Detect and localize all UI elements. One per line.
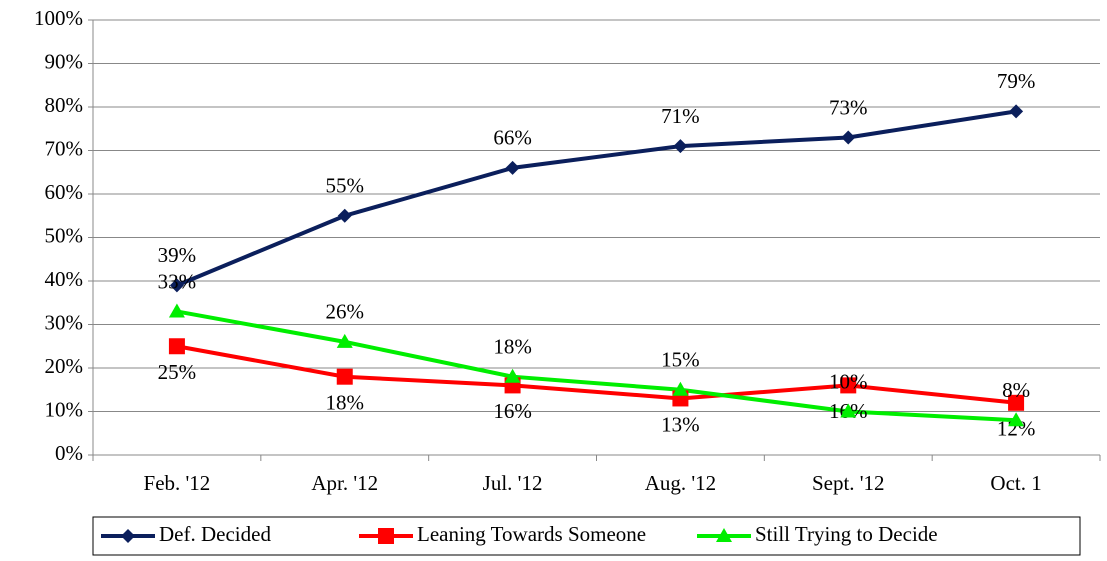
y-tick-label: 90% — [45, 49, 84, 73]
x-tick-label: Apr. '12 — [311, 471, 378, 495]
data-label: 18% — [326, 391, 365, 415]
data-point — [505, 160, 520, 175]
legend-box — [92, 516, 1081, 556]
legend-label: Def. Decided — [159, 522, 271, 546]
data-label: 13% — [661, 412, 700, 436]
data-point — [673, 139, 688, 154]
y-tick-label: 50% — [45, 223, 84, 247]
legend-label: Still Trying to Decide — [755, 522, 938, 546]
data-label: 10% — [829, 369, 868, 393]
data-point — [840, 377, 857, 394]
data-point — [168, 338, 185, 355]
series-line — [176, 344, 1017, 405]
data-point — [168, 303, 185, 318]
y-tick-label: 60% — [45, 180, 84, 204]
data-label: 26% — [326, 300, 365, 324]
data-label: 55% — [326, 174, 365, 198]
data-label: 66% — [493, 126, 532, 150]
data-point — [337, 208, 352, 223]
data-point — [840, 403, 857, 418]
y-tick-label: 10% — [45, 397, 84, 421]
data-label: 15% — [661, 348, 700, 372]
data-label: 73% — [829, 95, 868, 119]
data-label: 33% — [158, 269, 197, 293]
series-line — [176, 109, 1017, 288]
x-tick-label: Oct. 1 — [990, 471, 1041, 495]
y-tick-label: 0% — [55, 441, 83, 465]
x-tick-label: Jul. '12 — [483, 471, 543, 495]
data-label: 16% — [493, 399, 532, 423]
data-label: 79% — [997, 69, 1036, 93]
y-tick-label: 40% — [45, 267, 84, 291]
data-point — [1008, 412, 1025, 427]
legend-marker — [716, 528, 732, 542]
data-point — [841, 130, 856, 145]
y-tick-label: 20% — [45, 354, 84, 378]
y-tick-label: 30% — [45, 310, 84, 334]
data-point — [336, 333, 353, 348]
data-label: 8% — [1002, 378, 1030, 402]
x-tick-label: Sept. '12 — [812, 471, 885, 495]
data-label: 71% — [661, 104, 700, 128]
y-tick-label: 70% — [45, 136, 84, 160]
data-point — [672, 381, 689, 396]
y-tick-label: 80% — [45, 93, 84, 117]
series-line — [176, 309, 1017, 423]
y-tick-label: 100% — [34, 6, 83, 30]
data-label: 39% — [158, 243, 197, 267]
data-point — [169, 278, 184, 293]
legend-marker — [121, 529, 135, 543]
data-point — [504, 368, 521, 383]
data-point — [1009, 104, 1024, 119]
legend-label: Leaning Towards Someone — [417, 522, 646, 546]
data-point — [1008, 394, 1025, 411]
x-tick-label: Feb. '12 — [144, 471, 211, 495]
legend-marker — [378, 528, 394, 544]
data-point — [336, 368, 353, 385]
x-tick-label: Aug. '12 — [645, 471, 716, 495]
data-label: 18% — [493, 335, 532, 359]
data-label: 25% — [158, 360, 197, 384]
